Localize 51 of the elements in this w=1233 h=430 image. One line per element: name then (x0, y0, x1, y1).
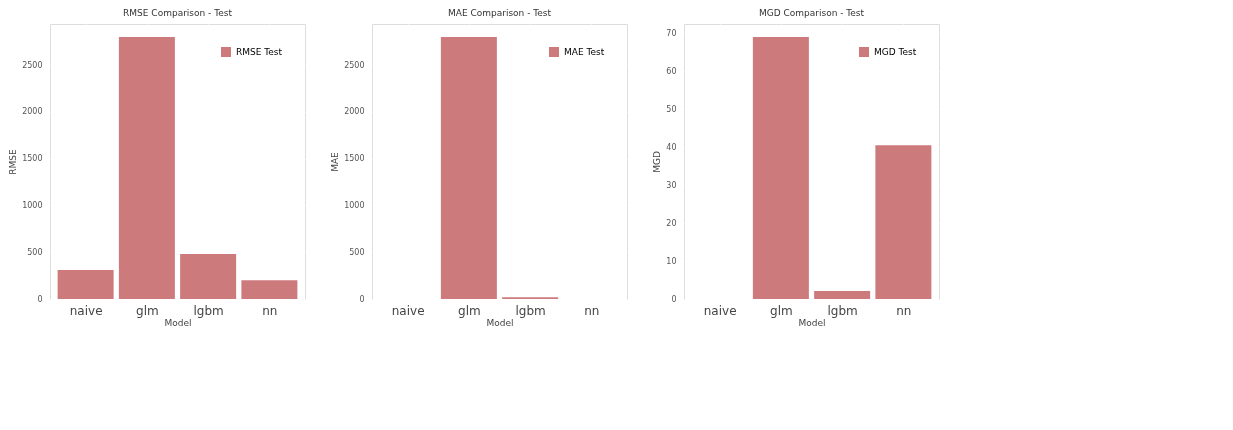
y-tick-label: 2500 (22, 60, 43, 70)
x-tick-label: lgbm (827, 303, 858, 318)
bar (180, 254, 237, 299)
y-axis-title: MGD (652, 151, 663, 173)
legend-label: MAE Test (564, 47, 605, 57)
y-tick-label: 20 (666, 218, 677, 228)
legend-label: RMSE Test (236, 47, 283, 57)
x-tick-label: nn (896, 303, 912, 318)
bar (118, 37, 175, 299)
y-tick-label: 0 (359, 294, 365, 304)
bar (241, 280, 298, 299)
y-tick-label: 1000 (22, 200, 43, 210)
bar (814, 291, 871, 299)
x-tick-label: naive (703, 303, 737, 318)
x-axis-title: Model (164, 317, 192, 328)
x-tick-label: glm (458, 303, 481, 318)
bar (57, 270, 114, 299)
x-axis-title: Model (798, 317, 826, 328)
x-tick-label: nn (584, 303, 600, 318)
y-tick-label: 1500 (22, 154, 43, 164)
y-tick-label: 500 (349, 247, 365, 257)
y-tick-label: 70 (666, 28, 677, 38)
x-tick-label: lgbm (515, 303, 546, 318)
x-tick-label: lgbm (193, 303, 224, 318)
x-tick-label: naive (69, 303, 103, 318)
y-tick-label: 30 (666, 180, 677, 190)
chart-title: RMSE Comparison - Test (123, 8, 233, 18)
y-tick-label: 2000 (344, 107, 365, 117)
y-tick-label: 1000 (344, 200, 365, 210)
y-tick-label: 50 (666, 104, 677, 114)
y-tick-label: 500 (27, 247, 43, 257)
x-tick-label: glm (136, 303, 159, 318)
y-tick-label: 10 (666, 256, 677, 266)
y-tick-label: 0 (671, 294, 677, 304)
legend-label: MGD Test (874, 47, 917, 57)
y-axis-title: MAE (330, 151, 341, 172)
x-tick-label: nn (262, 303, 278, 318)
y-tick-label: 1500 (344, 154, 365, 164)
y-tick-label: 60 (666, 66, 677, 76)
y-tick-label: 2500 (344, 60, 365, 70)
y-tick-label: 0 (37, 294, 43, 304)
chart-title: MGD Comparison - Test (758, 8, 865, 18)
x-axis-title: Model (486, 317, 514, 328)
bar (752, 36, 809, 299)
x-tick-label: naive (391, 303, 425, 318)
y-axis-title: RMSE (8, 148, 19, 175)
bar (875, 145, 932, 299)
y-tick-label: 40 (666, 142, 677, 152)
y-tick-label: 2000 (22, 107, 43, 117)
chart-title: MAE Comparison - Test (447, 8, 552, 18)
x-tick-label: glm (770, 303, 793, 318)
